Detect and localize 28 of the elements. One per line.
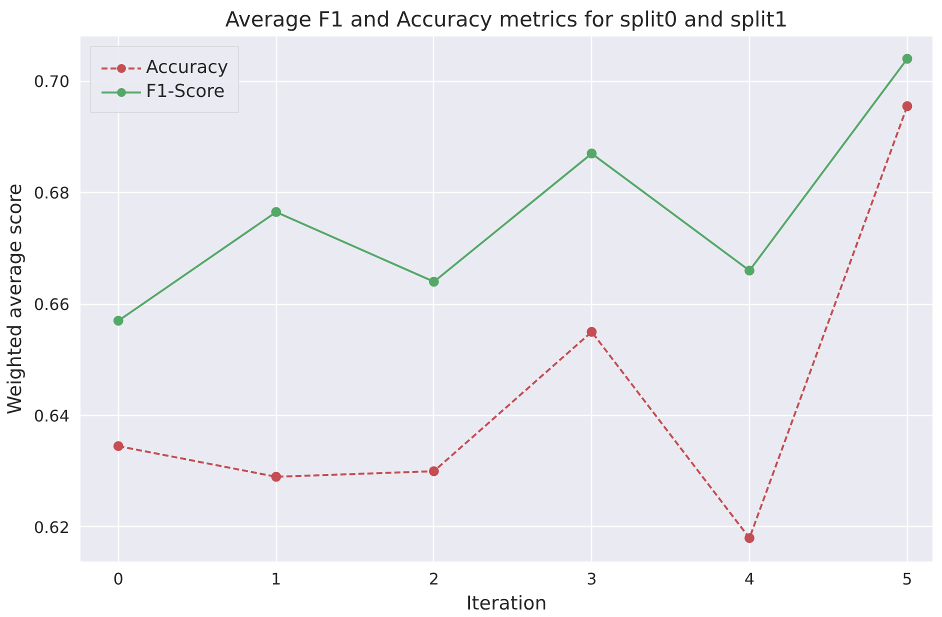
x-tick-label: 0 <box>113 570 124 588</box>
x-tick-label: 1 <box>271 570 282 588</box>
point <box>113 441 124 452</box>
y-tick-label: 0.64 <box>34 406 70 426</box>
point <box>744 533 754 544</box>
y-axis-title: Weighted average score <box>4 184 26 414</box>
point <box>902 54 912 64</box>
x-tick-label: 2 <box>428 570 440 588</box>
x-tick-label: 3 <box>586 570 597 588</box>
point <box>586 148 597 159</box>
point <box>902 101 912 112</box>
y-tick-label: 0.68 <box>34 184 70 203</box>
point <box>113 316 124 326</box>
point <box>271 207 282 218</box>
legend-label: Accuracy <box>146 57 228 78</box>
point <box>428 276 439 287</box>
x-tick-label: 5 <box>902 570 912 588</box>
y-tick-label: 0.70 <box>34 72 70 92</box>
point <box>744 266 754 276</box>
point <box>428 466 439 476</box>
legend-label: F1-Score <box>146 81 225 102</box>
point <box>586 326 597 337</box>
point <box>271 472 282 482</box>
y-tick-label: 0.62 <box>34 518 70 537</box>
chart-title: Average F1 and Accuracy metrics for split0 and split1 <box>225 8 788 32</box>
x-tick-label: 4 <box>744 570 755 588</box>
x-axis-title: Iteration <box>466 592 547 614</box>
y-tick-label: 0.66 <box>34 295 70 314</box>
